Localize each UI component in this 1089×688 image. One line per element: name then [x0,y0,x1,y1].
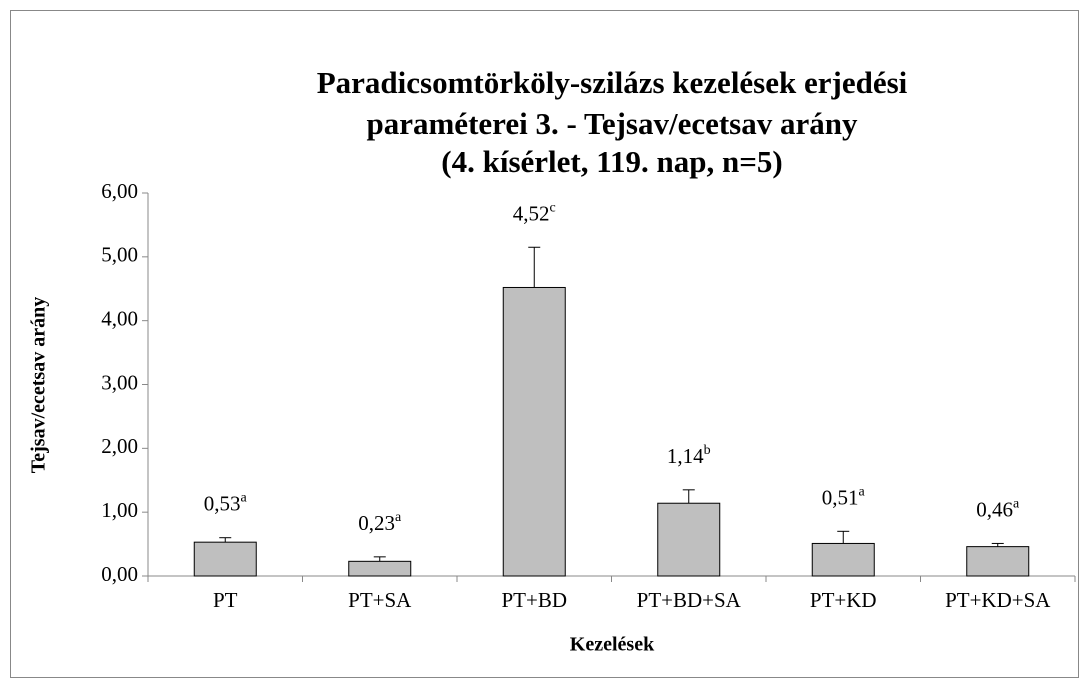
x-tick-label: PT+BD+SA [637,588,742,612]
value-text: 4,52 [513,201,550,225]
bar [966,546,1030,577]
significance-letter: b [704,443,711,458]
chart-title: paraméterei 3. - Tejsav/ecetsav arány [366,106,858,141]
y-tick-label: 1,00 [101,498,138,522]
x-axis-label: Kezelések [570,634,655,656]
x-tick-label: PT+KD+SA [945,588,1051,612]
value-label: 0,53a [204,491,248,516]
y-axis-label: Tejsav/ecetsav arány [28,297,50,473]
chart-title: (4. kísérlet, 119. nap, n=5) [441,144,782,179]
significance-letter: c [550,200,556,215]
y-tick-label: 5,00 [101,243,138,267]
y-tick-label: 0,00 [101,562,138,586]
value-label: 1,14b [667,443,711,468]
bar [657,502,721,577]
value-label: 4,52c [513,200,556,225]
bar [502,286,566,577]
y-tick-label: 6,00 [101,179,138,203]
value-label: 0,51a [822,485,866,510]
x-tick-label: PT [213,588,238,612]
significance-letter: a [1013,497,1020,512]
y-tick-label: 4,00 [101,306,138,330]
significance-letter: a [395,510,402,525]
bar [193,541,257,577]
value-label: 0,46a [976,497,1020,522]
x-tick-label: PT+SA [348,588,412,612]
x-tick-label: PT+KD [810,588,877,612]
value-label: 0,23a [358,510,402,535]
y-tick-label: 2,00 [101,434,138,458]
value-text: 1,14 [667,444,704,468]
bar [348,560,412,577]
significance-letter: a [859,485,866,500]
chart-title: Paradicsomtörköly-szilázs kezelések erje… [317,65,908,100]
value-text: 0,51 [822,485,859,509]
value-text: 0,46 [976,497,1013,521]
x-tick-label: PT+BD [501,588,567,612]
y-tick-label: 3,00 [101,370,138,394]
significance-letter: a [241,491,248,506]
value-text: 0,53 [204,492,241,516]
value-text: 0,23 [358,511,395,535]
bar [811,542,875,577]
